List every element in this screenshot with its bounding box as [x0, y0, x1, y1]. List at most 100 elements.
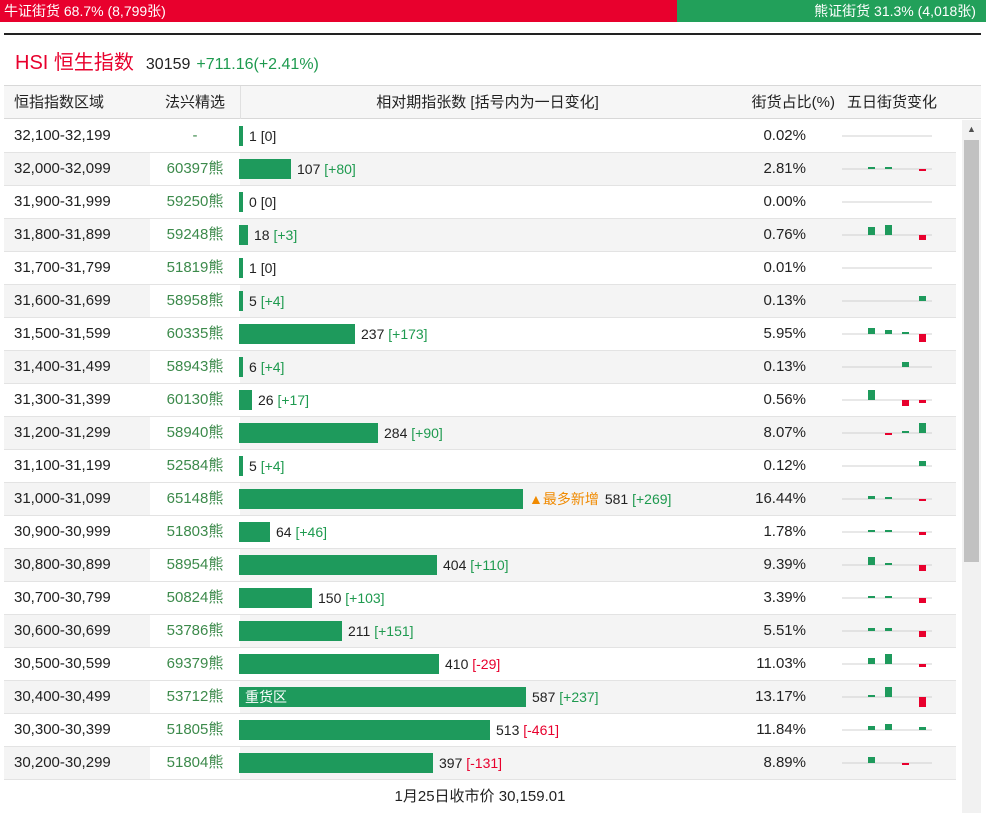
count-value: 5 — [249, 293, 257, 309]
range-cell: 31,100-31,199 — [14, 457, 111, 474]
fund-link[interactable]: 58940熊 — [150, 417, 240, 449]
sparkline-bar — [919, 565, 926, 571]
fund-link[interactable]: 51819熊 — [166, 259, 224, 276]
range-cell: 30,300-30,399 — [14, 721, 111, 738]
vertical-scrollbar[interactable]: ▲ — [962, 120, 981, 813]
fund-link[interactable]: 58954熊 — [150, 549, 240, 581]
sparkline-bar — [868, 726, 875, 730]
five-day-trend-chart — [842, 549, 934, 581]
sparkline-bar — [919, 499, 926, 501]
count-text: 107 [+80] — [297, 153, 356, 185]
sparkline-bar — [868, 328, 875, 334]
header-ratio: 街货占比(%) — [751, 94, 835, 111]
five-day-sparkline — [842, 461, 932, 467]
count-change: [+46] — [295, 524, 327, 540]
five-day-sparkline — [842, 296, 932, 302]
count-value: 150 — [318, 590, 342, 606]
count-text: 0 [0] — [249, 186, 276, 218]
sparkline-bar — [885, 654, 892, 664]
count-text: ▲最多新增 581 [+269] — [529, 483, 671, 515]
count-value: 26 — [258, 392, 274, 408]
fund-link[interactable]: 51803熊 — [166, 523, 224, 540]
heavy-zone-label: 重货区 — [245, 689, 287, 705]
sparkline-bar — [919, 461, 926, 466]
fund-link[interactable]: 53786熊 — [150, 615, 240, 647]
sparkline-bar — [919, 334, 926, 342]
table-row: 31,500-31,599 60335熊 237 [+173] 5.95% — [4, 318, 956, 351]
sparkline-bar — [919, 727, 926, 730]
count-value: 6 — [249, 359, 257, 375]
sparkline-bar — [902, 431, 909, 433]
ratio-cell: 5.51% — [763, 622, 806, 639]
five-day-trend-chart — [842, 219, 934, 251]
count-text: 397 [-131] — [439, 747, 502, 779]
count-text: 1 [0] — [249, 120, 276, 152]
count-text: 211 [+151] — [348, 615, 414, 647]
count-bar — [239, 621, 342, 641]
five-day-trend-chart — [842, 483, 934, 515]
count-value: 5 — [249, 458, 257, 474]
fund-link[interactable]: 50824熊 — [166, 589, 224, 606]
five-day-sparkline — [842, 362, 932, 368]
fund-link[interactable]: 59248熊 — [150, 219, 240, 251]
scroll-up-arrow-icon[interactable]: ▲ — [967, 124, 976, 134]
table-row: 31,400-31,499 58943熊 6 [+4] 0.13% — [4, 351, 956, 384]
table-row: 31,300-31,399 60130熊 26 [+17] 0.56% — [4, 384, 956, 417]
sparkline-bar — [902, 763, 909, 765]
fund-link[interactable]: 58943熊 — [150, 351, 240, 383]
count-change: [+151] — [374, 623, 414, 639]
fund-link[interactable]: 53712熊 — [150, 681, 240, 713]
relative-count-cell: 410 [-29] — [239, 648, 739, 680]
five-day-sparkline — [842, 596, 932, 603]
header-fund: 法兴精选 — [164, 94, 225, 111]
fund-link: - — [192, 127, 198, 144]
count-change: [+269] — [632, 491, 672, 507]
count-text: 410 [-29] — [445, 648, 500, 680]
relative-count-cell: 64 [+46] — [239, 516, 739, 548]
five-day-trend-chart — [842, 351, 934, 383]
count-bar — [239, 456, 243, 476]
relative-count-cell: 1 [0] — [239, 120, 739, 152]
sparkline-bar — [885, 330, 892, 334]
count-value: 587 — [532, 689, 556, 705]
index-name: HSI 恒生指数 — [15, 52, 134, 74]
fund-link[interactable]: 58958熊 — [150, 285, 240, 317]
scroll-thumb[interactable] — [964, 140, 979, 562]
range-cell: 31,500-31,599 — [14, 325, 111, 342]
fund-link[interactable]: 52584熊 — [166, 457, 224, 474]
fund-link[interactable]: 51804熊 — [150, 747, 240, 779]
count-bar — [239, 720, 490, 740]
count-text: 513 [-461] — [496, 714, 559, 746]
table-row: 30,400-30,499 53712熊 重货区 587 [+237] 13.17% — [4, 681, 956, 714]
range-cell: 30,700-30,799 — [14, 589, 111, 606]
five-day-sparkline — [842, 390, 932, 406]
header-relative-count: 相对期指张数 [括号内为一日变化] — [240, 86, 734, 119]
fund-link[interactable]: 69379熊 — [166, 655, 224, 672]
sparkline-bar — [885, 225, 892, 235]
five-day-trend-chart — [842, 318, 934, 350]
fund-link[interactable]: 65148熊 — [150, 483, 240, 515]
relative-count-cell: 107 [+80] — [239, 153, 739, 185]
ratio-cell: 0.56% — [763, 391, 806, 408]
fund-link[interactable]: 60335熊 — [166, 325, 224, 342]
count-text: 18 [+3] — [254, 219, 297, 251]
count-bar — [239, 654, 439, 674]
count-change: [0] — [260, 128, 277, 144]
table-row: 31,600-31,699 58958熊 5 [+4] 0.13% — [4, 285, 956, 318]
count-text: 6 [+4] — [249, 351, 284, 383]
count-text: 284 [+90] — [384, 417, 443, 449]
ratio-cell: 8.07% — [763, 424, 806, 441]
range-cell: 31,900-31,999 — [14, 193, 111, 210]
count-text: 587 [+237] — [532, 681, 599, 713]
five-day-sparkline — [842, 496, 932, 501]
fund-link[interactable]: 60130熊 — [166, 391, 224, 408]
bull-ratio-segment: 牛证街货 68.7% (8,799张) — [0, 0, 678, 22]
most-added-tag: ▲最多新增 — [529, 491, 599, 507]
fund-link[interactable]: 51805熊 — [166, 721, 224, 738]
range-cell: 30,900-30,999 — [14, 523, 111, 540]
fund-link[interactable]: 60397熊 — [150, 153, 240, 185]
fund-link[interactable]: 59250熊 — [166, 193, 224, 210]
count-value: 410 — [445, 656, 469, 672]
count-value: 397 — [439, 755, 463, 771]
sparkline-bar — [885, 563, 892, 565]
